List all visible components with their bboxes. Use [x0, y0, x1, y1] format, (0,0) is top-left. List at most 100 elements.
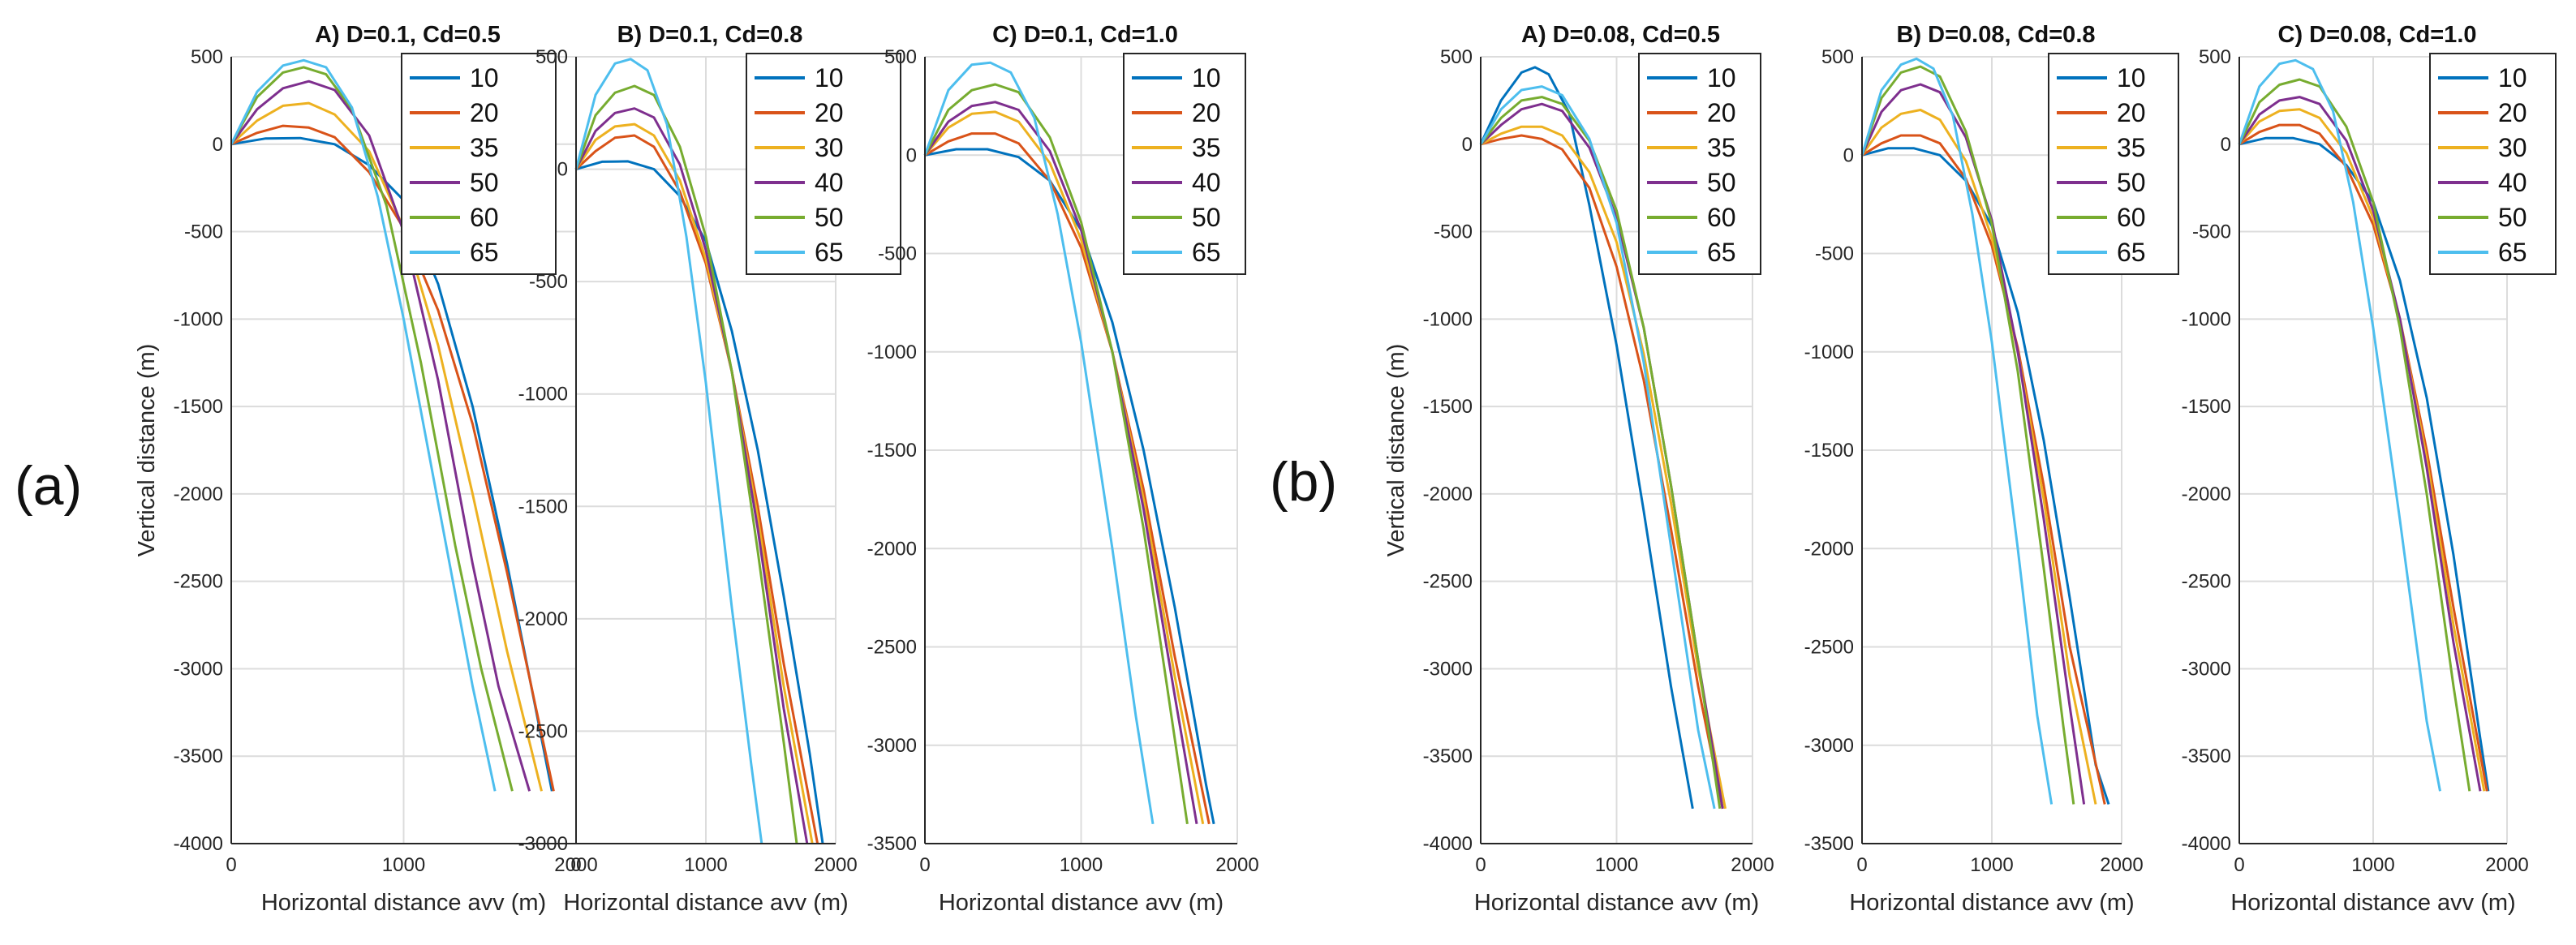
series-line-35 — [1480, 125, 1727, 810]
legend-entry: 20 — [2117, 98, 2146, 127]
y-tick-label: -500 — [1434, 221, 1473, 243]
x-axis-label: Horizontal distance avv (m) — [261, 890, 546, 916]
y-tick-label: -2000 — [1423, 483, 1473, 505]
series-line-65 — [2238, 58, 2441, 792]
y-tick-label: -500 — [184, 221, 223, 243]
legend: 10 20 35 50 60 65 — [401, 53, 557, 275]
x-tick-label: 0 — [570, 854, 581, 876]
series-line-65 — [230, 58, 497, 792]
x-axis-label: Horizontal distance avv (m) — [1474, 890, 1759, 916]
y-tick-label: 0 — [557, 159, 568, 181]
y-tick-label: -1000 — [1804, 341, 1854, 363]
legend-entry: 40 — [2498, 168, 2527, 197]
chart-title: C) D=0.1, Cd=1.0 — [992, 22, 1178, 48]
legend-entry: 35 — [1192, 133, 1221, 162]
group-label-b: (b) — [1270, 451, 1338, 513]
chart-title: A) D=0.1, Cd=0.5 — [315, 22, 501, 48]
chart-title: C) D=0.08, Cd=1.0 — [2278, 22, 2477, 48]
legend-entry: 20 — [2498, 98, 2527, 127]
x-tick-label: 0 — [1856, 854, 1867, 876]
y-tick-label: -500 — [529, 271, 568, 293]
x-tick-label: 2000 — [2100, 854, 2143, 876]
x-tick-label: 1000 — [684, 854, 727, 876]
series-line-40 — [2238, 96, 2482, 792]
y-tick-label: -2000 — [2182, 483, 2231, 505]
subplot-1: 5000-500-1000-1500-2000-2500-3000-3500-4… — [134, 22, 598, 916]
y-tick-label: 0 — [1462, 134, 1473, 156]
y-tick-label: 500 — [884, 46, 917, 68]
x-tick-label: 1000 — [1970, 854, 2013, 876]
legend-entry: 40 — [815, 168, 844, 197]
y-tick-label: 0 — [2221, 134, 2231, 156]
series-line-30 — [574, 122, 814, 844]
series-line-65 — [574, 58, 763, 844]
legend-entry: 60 — [470, 203, 499, 232]
x-axis-label: Horizontal distance avv (m) — [1849, 890, 2134, 916]
y-tick-label: -3500 — [2182, 745, 2231, 767]
legend-entry: 65 — [470, 238, 499, 267]
legend-entry: 50 — [1192, 203, 1221, 232]
x-tick-label: 1000 — [1060, 854, 1103, 876]
x-axis-label: Horizontal distance avv (m) — [2230, 890, 2515, 916]
y-tick-label: -2500 — [1804, 637, 1854, 659]
y-tick-label: -3000 — [1804, 735, 1854, 757]
y-tick-label: -4000 — [1423, 833, 1473, 855]
y-tick-label: -1000 — [867, 341, 917, 363]
y-tick-label: 500 — [1821, 46, 1854, 68]
legend-entry: 20 — [470, 98, 499, 127]
x-tick-label: 2000 — [1731, 854, 1774, 876]
x-tick-label: 0 — [226, 854, 236, 876]
legend-box — [401, 53, 557, 275]
y-tick-label: -3500 — [867, 833, 917, 855]
x-tick-label: 2000 — [554, 854, 597, 876]
y-tick-label: -2000 — [518, 608, 568, 630]
series-line-40 — [923, 101, 1198, 825]
legend-entry: 50 — [1707, 168, 1736, 197]
x-axis-label: Horizontal distance avv (m) — [563, 890, 848, 916]
y-tick-label: -3000 — [1423, 658, 1473, 680]
legend: 10 20 35 40 50 65 — [1123, 53, 1246, 275]
y-tick-label: -3000 — [518, 833, 568, 855]
series-line-50 — [2238, 78, 2471, 792]
legend-entry: 10 — [470, 63, 499, 92]
legend-entry: 40 — [1192, 168, 1221, 197]
y-tick-label: -1000 — [174, 308, 223, 330]
y-tick-label: -3500 — [1423, 745, 1473, 767]
legend-entry: 10 — [2117, 63, 2146, 92]
y-tick-label: -1500 — [867, 440, 917, 462]
series-line-50 — [574, 84, 798, 844]
legend-entry: 20 — [1192, 98, 1221, 127]
legend-entry: 65 — [815, 238, 844, 267]
y-tick-label: 500 — [535, 46, 568, 68]
y-tick-label: -2000 — [1804, 538, 1854, 560]
y-tick-label: 0 — [906, 144, 917, 166]
series-line-50 — [923, 83, 1189, 825]
x-tick-label: 2000 — [1215, 854, 1258, 876]
series-line-35 — [1860, 109, 2097, 805]
legend-entry: 20 — [815, 98, 844, 127]
legend-entry: 65 — [2498, 238, 2527, 267]
y-tick-label: -1000 — [1423, 308, 1473, 330]
x-tick-label: 1000 — [2351, 854, 2394, 876]
subplot-6: 5000-500-1000-1500-2000-2500-3000-3500-4… — [2182, 22, 2557, 916]
legend-entry: 60 — [1707, 203, 1736, 232]
legend-entry: 65 — [1192, 238, 1221, 267]
chart-title: A) D=0.08, Cd=0.5 — [1521, 22, 1720, 48]
y-tick-label: -1500 — [518, 496, 568, 518]
legend: 10 20 35 50 60 65 — [2048, 53, 2179, 275]
y-tick-label: -1500 — [1423, 396, 1473, 418]
x-tick-label: 1000 — [1595, 854, 1638, 876]
y-tick-label: -1500 — [174, 396, 223, 418]
legend-entry: 50 — [2498, 203, 2527, 232]
legend-entry: 10 — [815, 63, 844, 92]
legend-box — [746, 53, 901, 275]
legend-box — [2048, 53, 2179, 275]
legend-entry: 30 — [815, 133, 844, 162]
series-line-20 — [574, 134, 819, 844]
subplot-4: 5000-500-1000-1500-2000-2500-3000-3500-4… — [1383, 22, 1774, 916]
y-axis-label: Vertical distance (m) — [1383, 344, 1409, 557]
